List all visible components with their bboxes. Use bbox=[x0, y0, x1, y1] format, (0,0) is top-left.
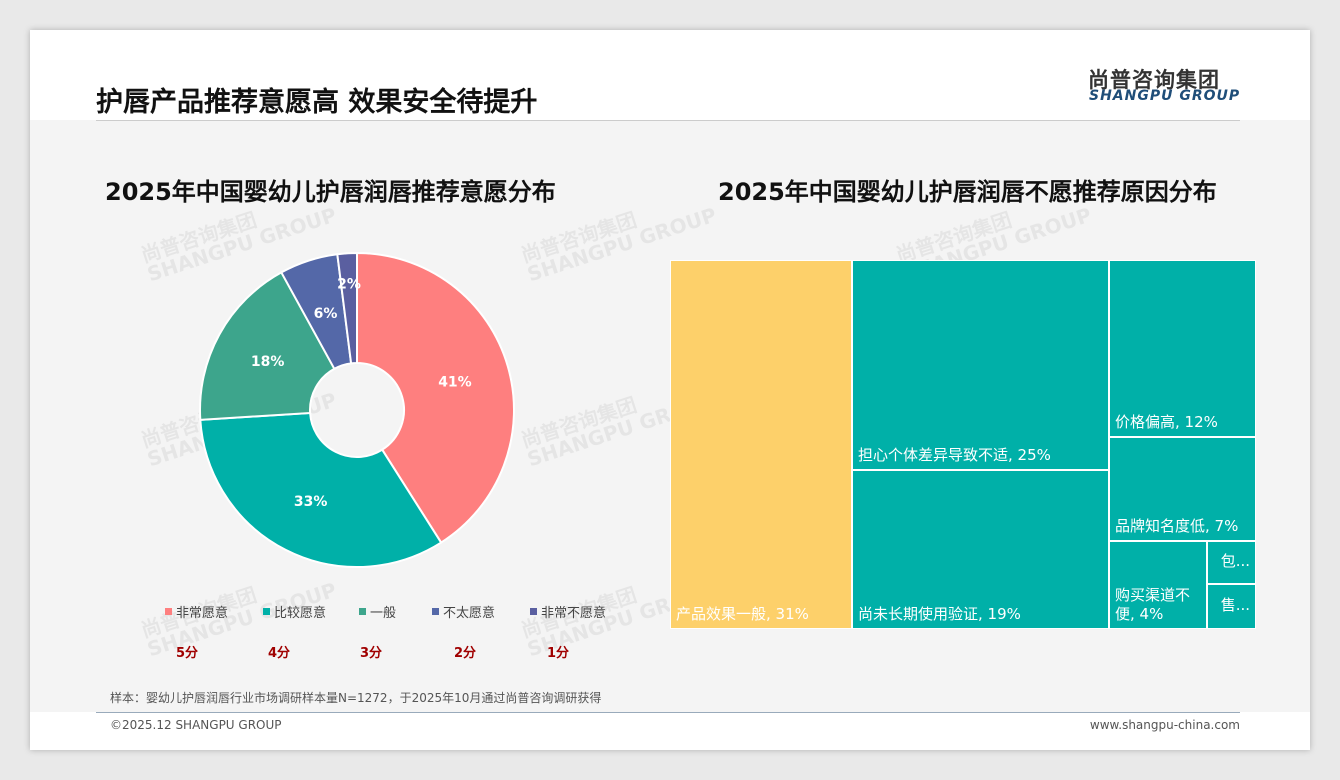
donut-data-label: 41% bbox=[438, 375, 472, 391]
treemap-cell: 售... bbox=[1207, 584, 1256, 629]
legend-label: 不太愿意 bbox=[443, 606, 496, 621]
donut-slice bbox=[199, 411, 443, 568]
score-label: 1分 bbox=[547, 646, 570, 661]
sample-note: 样本：婴幼儿护唇润唇行业市场调研样本量N=1272，于2025年10月通过尚普咨… bbox=[110, 691, 602, 705]
donut-data-label: 6% bbox=[314, 306, 338, 322]
donut-data-label: 2% bbox=[337, 276, 361, 292]
legend-swatch bbox=[432, 608, 439, 615]
donut-chart-title: 2025年中国婴幼儿护唇润唇推荐意愿分布 bbox=[105, 178, 556, 206]
donut-data-label: 33% bbox=[294, 494, 328, 510]
donut-slice bbox=[336, 251, 358, 365]
treemap-chart-title: 2025年中国婴幼儿护唇润唇不愿推荐原因分布 bbox=[718, 178, 1217, 206]
logo-text-en: SHANGPU GROUP bbox=[1089, 88, 1241, 104]
page-title: 护唇产品推荐意愿高 效果安全待提升 bbox=[96, 87, 538, 118]
score-label: 2分 bbox=[454, 646, 477, 661]
legend-label: 非常愿意 bbox=[176, 606, 229, 621]
divider bbox=[96, 120, 1240, 121]
legend-label: 比较愿意 bbox=[274, 606, 327, 621]
donut-data-label: 18% bbox=[251, 354, 285, 370]
legend-label: 一般 bbox=[370, 606, 397, 621]
legend-swatch bbox=[165, 608, 172, 615]
legend-item: 不太愿意 bbox=[432, 602, 495, 621]
legend-item: 非常不愿意 bbox=[530, 602, 606, 621]
treemap-cell: 尚未长期使用验证, 19% bbox=[852, 470, 1109, 629]
legend-item: 比较愿意 bbox=[263, 602, 326, 621]
slide: 护唇产品推荐意愿高 效果安全待提升 尚普咨询集团 SHANGPU GROUP 尚… bbox=[30, 30, 1310, 750]
legend-item: 一般 bbox=[359, 602, 396, 621]
header bbox=[30, 30, 1310, 120]
copyright: ©2025.12 SHANGPU GROUP bbox=[110, 718, 282, 732]
donut-chart: 41% 33% 18% 6% 2% bbox=[199, 251, 515, 568]
treemap-cell: 品牌知名度低, 7% bbox=[1109, 437, 1256, 541]
score-label: 4分 bbox=[268, 646, 291, 661]
treemap-cell: 包... bbox=[1207, 541, 1256, 584]
treemap-cell: 担心个体差异导致不适, 25% bbox=[852, 260, 1109, 470]
legend-label: 非常不愿意 bbox=[541, 606, 607, 621]
treemap-cell: 产品效果一般, 31% bbox=[670, 260, 852, 629]
footer bbox=[30, 712, 1310, 750]
treemap-cell: 价格偏高, 12% bbox=[1109, 260, 1256, 437]
logo-text-cn: 尚普咨询集团 bbox=[1088, 68, 1220, 92]
legend-swatch bbox=[530, 608, 537, 615]
treemap-cell: 购买渠道不便, 4% bbox=[1109, 541, 1207, 629]
score-label: 3分 bbox=[360, 646, 383, 661]
score-label: 5分 bbox=[176, 646, 199, 661]
website-url: www.shangpu-china.com bbox=[1089, 718, 1240, 732]
legend-swatch bbox=[263, 608, 270, 615]
legend-swatch bbox=[359, 608, 366, 615]
footer-divider bbox=[96, 712, 1240, 713]
legend-item: 非常愿意 bbox=[165, 602, 228, 621]
